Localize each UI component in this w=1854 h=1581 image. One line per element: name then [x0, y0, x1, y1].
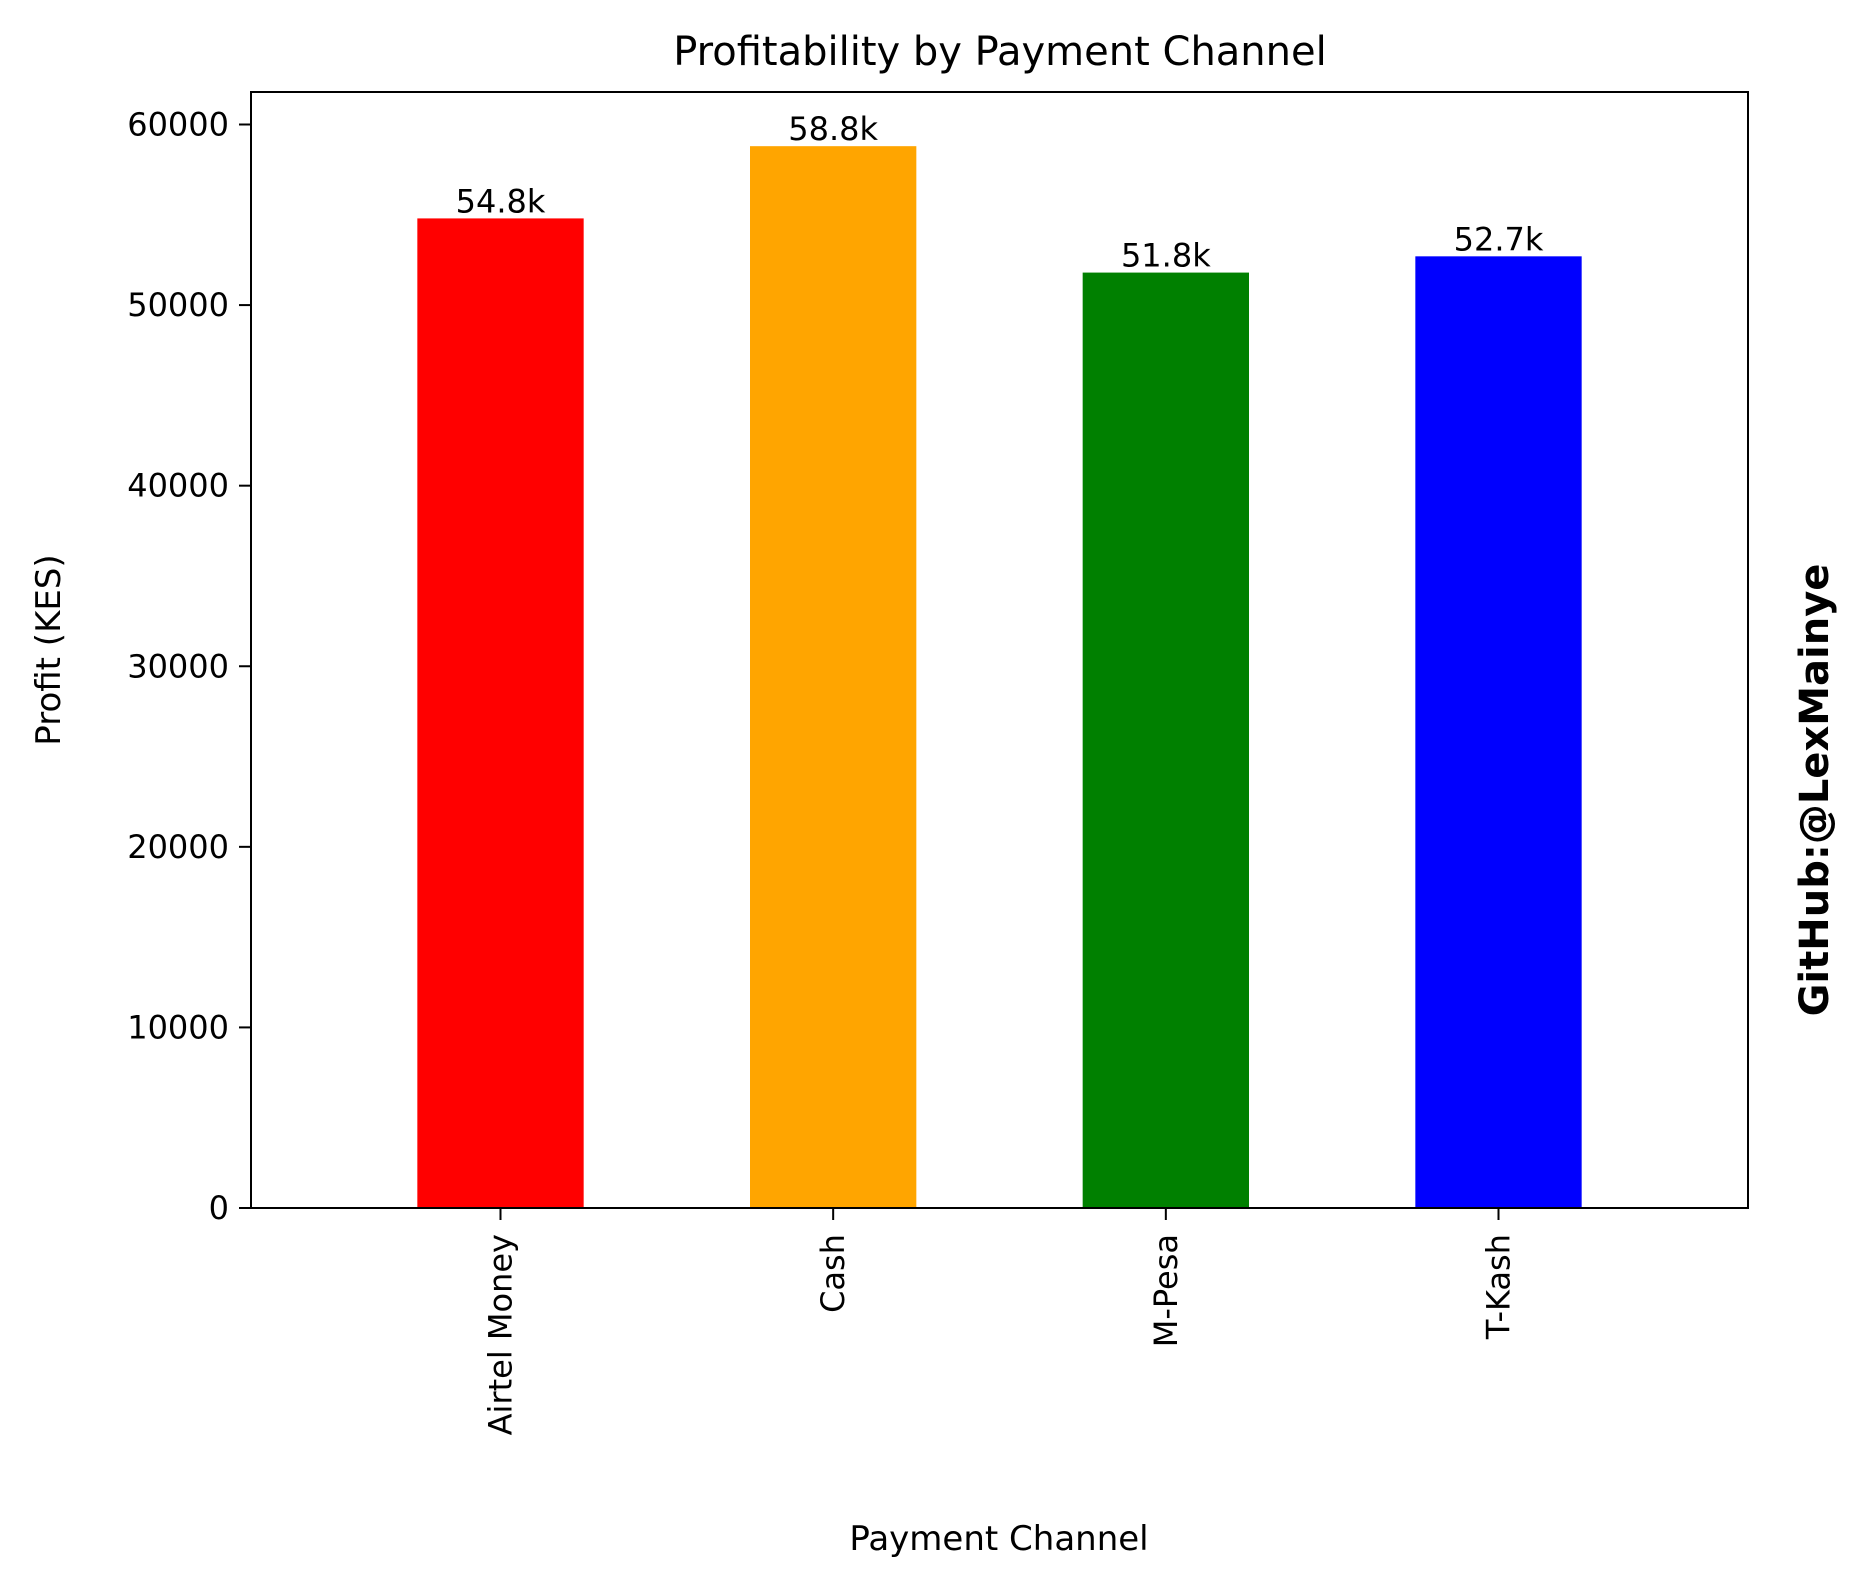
x-tick-label: T-Kash — [1480, 1234, 1518, 1340]
bar-value-label: 51.8k — [1121, 237, 1211, 275]
x-tick-label: Cash — [814, 1234, 852, 1313]
bar-m-pesa — [1082, 272, 1249, 1208]
watermark-text: GitHub:@LexMainye — [1792, 564, 1838, 1017]
chart-title: Profitability by Payment Channel — [673, 29, 1326, 75]
y-tick-label: 30000 — [127, 647, 229, 685]
bar-cash — [750, 146, 917, 1208]
y-axis-title: Profit (KES) — [29, 554, 69, 745]
bar-airtel-money — [417, 218, 584, 1208]
x-tick-label: Airtel Money — [482, 1234, 520, 1435]
bar-value-label: 52.7k — [1454, 220, 1544, 258]
axes-layer: Airtel Money Cash M-Pesa T-Kash 0 10000 20000 3… — [127, 106, 1517, 1436]
x-axis-title: Payment Channel — [849, 1519, 1148, 1559]
y-tick-label: 60000 — [127, 106, 229, 144]
y-tick-label: 50000 — [127, 286, 229, 324]
bar-t-kash — [1415, 256, 1582, 1209]
y-tick-label: 10000 — [127, 1008, 229, 1046]
bar-value-label: 54.8k — [456, 182, 546, 220]
y-tick-label: 0 — [209, 1189, 229, 1227]
y-tick-label: 40000 — [127, 467, 229, 505]
plot-frame — [250, 91, 1749, 1209]
bar-value-label: 58.8k — [788, 110, 878, 148]
y-tick-label: 20000 — [127, 828, 229, 866]
bars-layer: 54.8k 58.8k 51.8k 52.7k — [417, 110, 1582, 1209]
x-tick-label: M-Pesa — [1147, 1234, 1185, 1347]
